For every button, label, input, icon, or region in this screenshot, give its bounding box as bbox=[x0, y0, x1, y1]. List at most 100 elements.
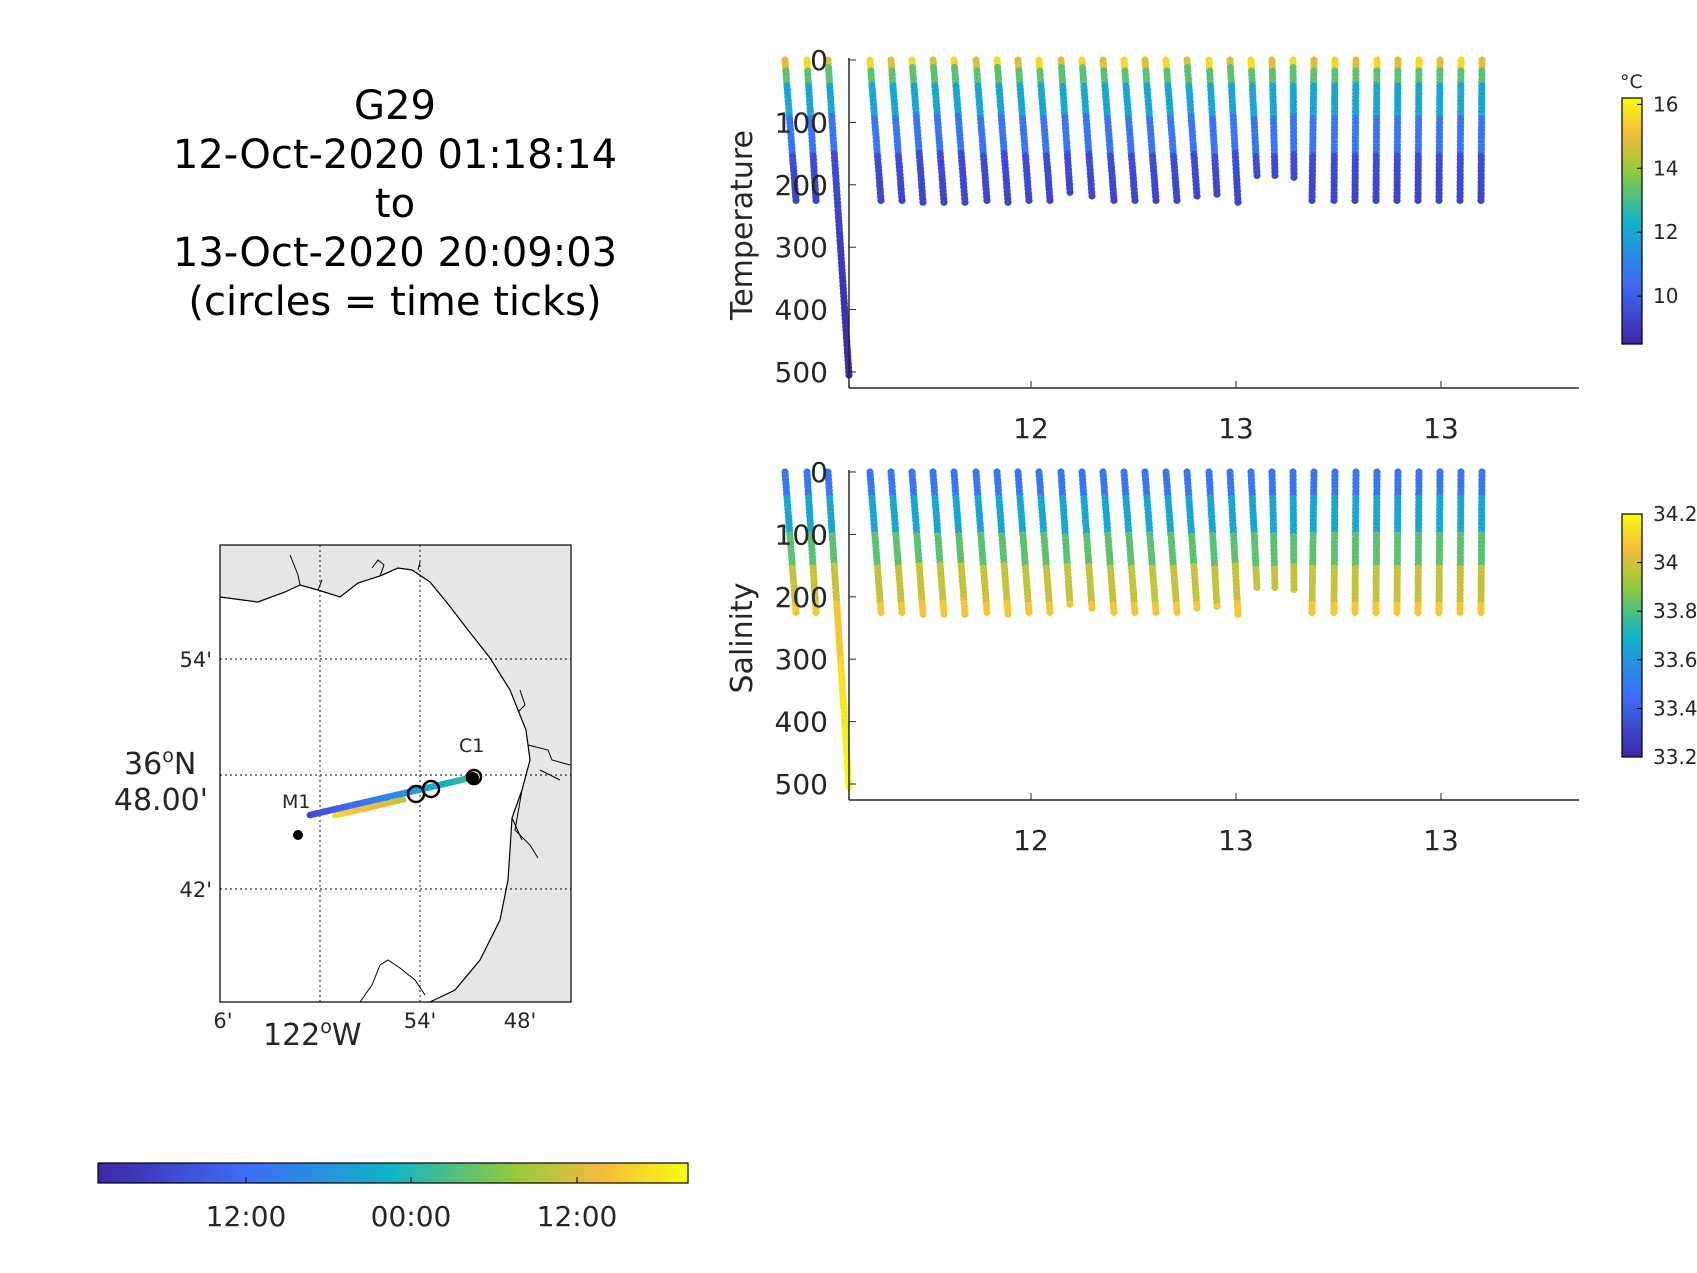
temperature-colorbar-tick: 12 bbox=[1653, 220, 1678, 244]
salinity-data-point bbox=[1456, 608, 1464, 617]
map-lat-tick-42: 42' bbox=[180, 878, 213, 902]
salinity-data-point bbox=[1253, 583, 1261, 592]
temperature-data-point bbox=[1025, 196, 1033, 204]
map-lon-tick-54: 54' bbox=[404, 1009, 437, 1033]
salinity-y-tick-label: 0 bbox=[810, 456, 828, 489]
salinity-colorbar-tick: 33.4 bbox=[1653, 696, 1697, 720]
salinity-x-tick-label: 12 bbox=[1013, 824, 1049, 857]
temperature-colorbar-unit: °C bbox=[1620, 71, 1643, 93]
temperature-data-point bbox=[1110, 196, 1118, 204]
time-colorbar: 12:00 00:00 12:00 bbox=[97, 1162, 689, 1233]
salinity-colorbar: 34.2 34 33.8 33.6 33.4 33.2 bbox=[1621, 502, 1697, 769]
map-lat-main-label: 36oN bbox=[124, 745, 196, 782]
title-line-note: (circles = time ticks) bbox=[188, 279, 602, 325]
title-line-glider: G29 bbox=[354, 83, 436, 129]
temperature-data-point bbox=[1271, 171, 1279, 179]
temperature-colorbar-tick: 16 bbox=[1653, 92, 1678, 116]
temperature-data-point bbox=[792, 196, 800, 204]
temperature-data-point bbox=[1213, 190, 1221, 198]
temperature-data-point bbox=[1173, 196, 1181, 204]
salinity-data-point bbox=[1290, 585, 1298, 593]
time-colorbar-gradient bbox=[97, 1162, 689, 1184]
temperature-x-tick-label: 12 bbox=[1013, 412, 1049, 445]
temperature-colorbar-tick: 14 bbox=[1653, 156, 1678, 180]
temperature-data-point bbox=[1131, 196, 1139, 204]
temperature-colorbar-ticks: 16 14 12 10 bbox=[1637, 92, 1678, 308]
map-lon-tick-6: 6' bbox=[213, 1009, 232, 1033]
temperature-colorbar-tick: 10 bbox=[1653, 284, 1678, 308]
temperature-x-tick-label: 13 bbox=[1423, 412, 1459, 445]
temperature-data-point bbox=[1456, 196, 1464, 204]
salinity-data-point bbox=[1435, 608, 1443, 617]
salinity-data-point bbox=[898, 608, 906, 617]
temperature-data-point bbox=[877, 196, 885, 204]
temperature-colorbar: °C 16 14 12 10 bbox=[1620, 71, 1678, 345]
salinity-colorbar-tick: 33.6 bbox=[1653, 648, 1697, 672]
time-colorbar-tick: 12:00 bbox=[537, 1200, 618, 1233]
temperature-x-tick-label: 13 bbox=[1218, 412, 1254, 445]
salinity-data-point bbox=[1271, 583, 1279, 592]
salinity-x-tick-label: 13 bbox=[1218, 824, 1254, 857]
map-lat-tick-54: 54' bbox=[180, 648, 213, 672]
map-lon-main-label: 122oW bbox=[263, 1016, 362, 1053]
temperature-data-point bbox=[1152, 196, 1160, 204]
station-c1-label: C1 bbox=[459, 735, 484, 757]
temperature-y-axis-label: Temperature bbox=[725, 130, 760, 321]
salinity-data-point bbox=[961, 610, 969, 618]
salinity-data-point bbox=[877, 608, 885, 617]
map-river-south bbox=[359, 959, 426, 1003]
temperature-profiles bbox=[781, 56, 1486, 379]
map-gridlines bbox=[220, 545, 571, 1002]
salinity-y-tick-label: 400 bbox=[775, 706, 828, 739]
temperature-data-point bbox=[1290, 173, 1298, 181]
temperature-data-point bbox=[1308, 196, 1316, 204]
salinity-x-tick-label: 13 bbox=[1423, 824, 1459, 857]
salinity-data-point bbox=[1414, 608, 1422, 617]
station-c1-marker bbox=[467, 772, 479, 784]
salinity-y-tick-label: 100 bbox=[775, 518, 828, 551]
salinity-data-point bbox=[1088, 604, 1096, 612]
salinity-colorbar-tick: 34.2 bbox=[1653, 502, 1697, 526]
salinity-data-point bbox=[792, 608, 800, 617]
salinity-data-point bbox=[1351, 608, 1359, 617]
temperature-x-ticks: 12 13 13 bbox=[1013, 381, 1459, 445]
time-colorbar-tick: 12:00 bbox=[206, 1200, 287, 1233]
time-tick-circle bbox=[421, 779, 441, 799]
title-line-to: to bbox=[374, 181, 416, 227]
temperature-data-point bbox=[1088, 192, 1096, 200]
map-lat-main-minutes: 48.00' bbox=[114, 783, 208, 818]
salinity-data-point bbox=[983, 608, 991, 617]
salinity-y-ticks: 0 100 200 300 400 500 bbox=[775, 456, 856, 801]
temperature-data-point bbox=[1004, 198, 1012, 206]
station-m1-marker bbox=[293, 830, 303, 840]
salinity-y-tick-label: 500 bbox=[775, 768, 828, 801]
salinity-data-point bbox=[1477, 608, 1485, 617]
salinity-y-axis-label: Salinity bbox=[725, 583, 760, 694]
temperature-data-point bbox=[1351, 196, 1359, 204]
salinity-data-point bbox=[919, 610, 927, 618]
temperature-data-point bbox=[919, 198, 927, 206]
temperature-data-point bbox=[898, 196, 906, 204]
salinity-colorbar-tick: 33.2 bbox=[1653, 745, 1697, 769]
temperature-data-point bbox=[1234, 198, 1242, 206]
temperature-data-point bbox=[812, 196, 820, 204]
glider-track bbox=[306, 773, 478, 819]
temperature-y-tick-label: 0 bbox=[810, 44, 828, 77]
salinity-data-point bbox=[1131, 608, 1139, 617]
salinity-data-point bbox=[1193, 604, 1201, 612]
temperature-data-point bbox=[1253, 171, 1261, 179]
title-line-start: 12-Oct-2020 01:18:14 bbox=[172, 132, 618, 178]
title-line-end: 13-Oct-2020 20:09:03 bbox=[172, 230, 618, 276]
temperature-y-tick-label: 500 bbox=[775, 356, 828, 389]
salinity-data-point bbox=[1330, 608, 1338, 617]
salinity-panel: 0 100 200 300 400 500 12 13 13 Salinity bbox=[725, 456, 1579, 857]
salinity-data-point bbox=[1308, 608, 1316, 617]
station-m1-label: M1 bbox=[282, 791, 310, 813]
map-frame bbox=[219, 544, 572, 1003]
temperature-data-point bbox=[1414, 196, 1422, 204]
temperature-data-point bbox=[1477, 196, 1485, 204]
salinity-data-point bbox=[1173, 608, 1181, 617]
salinity-y-tick-label: 300 bbox=[775, 643, 828, 676]
salinity-data-point bbox=[812, 608, 820, 617]
